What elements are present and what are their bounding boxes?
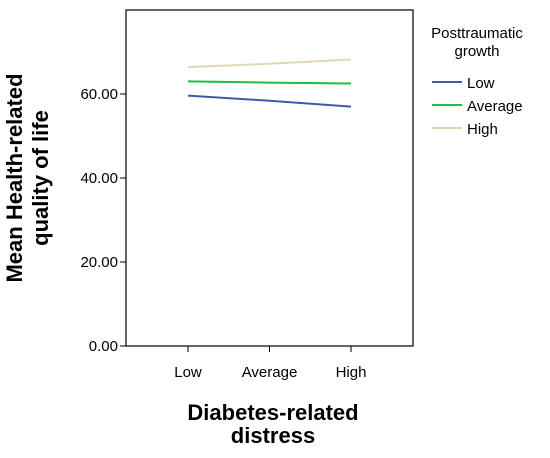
- x-axis-ticks: Low Average High: [174, 346, 366, 381]
- y-tick-label: 20.00: [80, 254, 118, 271]
- x-axis-label-line2: distress: [231, 423, 315, 448]
- x-tick-label: High: [336, 364, 367, 381]
- y-tick-label: 40.00: [80, 170, 118, 187]
- legend-label-high: High: [467, 121, 498, 138]
- y-axis-label-line2: quality of life: [28, 110, 53, 246]
- series-lines: [187, 58, 352, 108]
- y-axis-label-line1: Mean Health-related: [2, 73, 27, 282]
- legend-items: Low Average High: [432, 75, 523, 138]
- y-tick-label: 60.00: [80, 86, 118, 103]
- legend-label-low: Low: [467, 75, 495, 92]
- legend-title-line2: growth: [454, 43, 499, 60]
- x-axis-label-line1: Diabetes-related: [187, 400, 358, 425]
- legend: Posttraumatic growth Low Average High: [431, 25, 523, 138]
- legend-label-average: Average: [467, 98, 523, 115]
- plot-frame: [125, 9, 414, 347]
- legend-title-line1: Posttraumatic: [431, 25, 523, 42]
- x-tick-label: Low: [174, 364, 202, 381]
- series-line-low: [187, 94, 352, 108]
- y-tick-label: 0.00: [89, 338, 118, 355]
- series-line-average: [187, 80, 352, 85]
- y-axis-ticks: 0.00 20.00 40.00 60.00: [80, 86, 126, 355]
- series-line-high: [187, 58, 352, 69]
- x-tick-label: Average: [242, 364, 298, 381]
